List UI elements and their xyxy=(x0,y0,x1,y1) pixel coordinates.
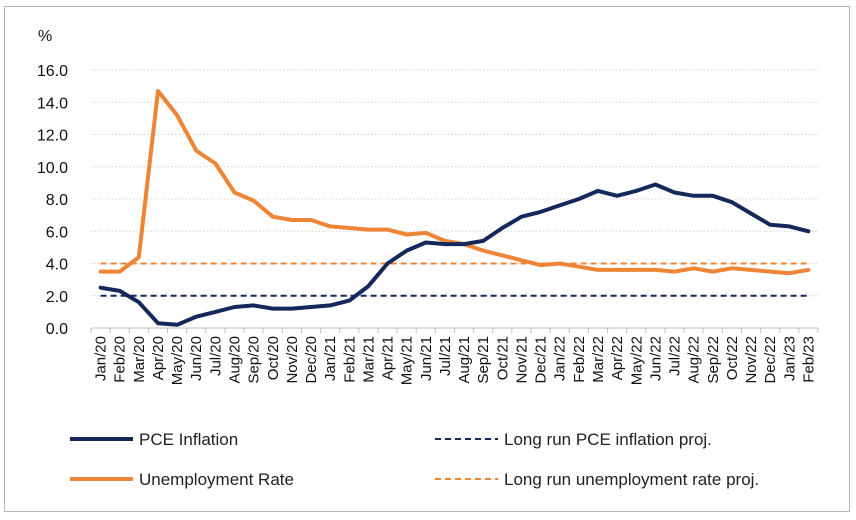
series-lines xyxy=(98,89,811,327)
x-tick-label: Aug/22 xyxy=(686,336,703,384)
y-tick-label: 16.0 xyxy=(37,63,68,80)
x-tick-label: Mar/21 xyxy=(360,336,377,383)
x-tick-label: Mar/22 xyxy=(590,336,607,383)
series-line-0 xyxy=(98,182,811,327)
x-tick-label: Jul/20 xyxy=(207,336,224,376)
y-tick-label: 10.0 xyxy=(37,160,68,177)
x-tick-label: Apr/20 xyxy=(150,336,167,380)
x-tick-label: Oct/20 xyxy=(265,336,282,380)
x-tick-label: Apr/22 xyxy=(609,336,626,380)
x-tick-label: Oct/21 xyxy=(494,336,511,380)
y-unit-label: % xyxy=(38,28,52,45)
x-tick-label: Aug/21 xyxy=(456,336,473,384)
x-tick-label: Apr/21 xyxy=(380,336,397,380)
chart-frame: 0.0 2.0 4.0 6.0 8.0 10.0 12.0 14.0 16.0 Jan/20 Fe… xyxy=(4,6,850,512)
x-tick-label: Mar/20 xyxy=(131,336,148,383)
x-tick-label: Feb/23 xyxy=(800,336,817,383)
x-tick-label: Jul/22 xyxy=(667,336,684,376)
x-tick-label: Nov/22 xyxy=(743,336,760,384)
legend-label-0: PCE Inflation xyxy=(139,430,238,449)
y-tick-label: 14.0 xyxy=(37,95,68,112)
x-tick-label: Nov/20 xyxy=(284,336,301,384)
x-tick-label: Oct/22 xyxy=(724,336,741,380)
x-axis xyxy=(90,327,819,333)
x-tick-label: Jan/22 xyxy=(552,336,569,381)
legend-label-3: Long run unemployment rate proj. xyxy=(504,470,759,489)
x-tick-label: Feb/20 xyxy=(112,336,129,383)
x-tick-label: Jan/20 xyxy=(93,336,110,381)
x-tick-label: Nov/21 xyxy=(513,336,530,384)
x-tick-label: May/20 xyxy=(169,336,186,385)
x-tick-label: Dec/22 xyxy=(762,336,779,384)
x-tick-label: May/21 xyxy=(399,336,416,385)
x-tick-label: Feb/22 xyxy=(571,336,588,383)
x-tick-label: Jul/21 xyxy=(437,336,454,376)
y-axis-ticks: 0.0 2.0 4.0 6.0 8.0 10.0 12.0 14.0 16.0 xyxy=(37,63,68,338)
x-tick-label: Feb/21 xyxy=(341,336,358,383)
x-axis-ticks: Jan/20 Feb/20 Mar/20 Apr/20 May/20 Jun/20 Jul/… xyxy=(93,336,818,385)
x-tick-label: Jun/21 xyxy=(418,336,435,381)
gridlines xyxy=(91,69,818,297)
y-tick-label: 8.0 xyxy=(46,192,68,209)
y-tick-label: 12.0 xyxy=(37,128,68,145)
x-tick-label: Jun/22 xyxy=(647,336,664,381)
y-tick-label: 0.0 xyxy=(46,321,68,338)
x-tick-label: Jan/23 xyxy=(781,336,798,381)
x-tick-label: May/22 xyxy=(628,336,645,385)
y-tick-label: 2.0 xyxy=(46,289,68,306)
y-tick-label: 4.0 xyxy=(46,257,68,274)
legend: PCE Inflation Long run PCE inflation proj… xyxy=(70,430,759,489)
x-tick-label: Jan/21 xyxy=(322,336,339,381)
x-tick-label: Sep/20 xyxy=(246,336,263,384)
legend-label-2: Unemployment Rate xyxy=(139,470,294,489)
x-tick-label: Dec/21 xyxy=(533,336,550,384)
y-tick-label: 6.0 xyxy=(46,224,68,241)
x-tick-label: Sep/22 xyxy=(705,336,722,384)
x-tick-label: Sep/21 xyxy=(475,336,492,384)
x-tick-label: Aug/20 xyxy=(226,336,243,384)
legend-label-1: Long run PCE inflation proj. xyxy=(504,430,712,449)
line-chart: 0.02.04.06.08.010.012.014.016.0 Jan/20 Fe… xyxy=(37,28,819,489)
x-tick-label: Dec/20 xyxy=(303,336,320,384)
x-tick-label: Jun/20 xyxy=(188,336,205,381)
